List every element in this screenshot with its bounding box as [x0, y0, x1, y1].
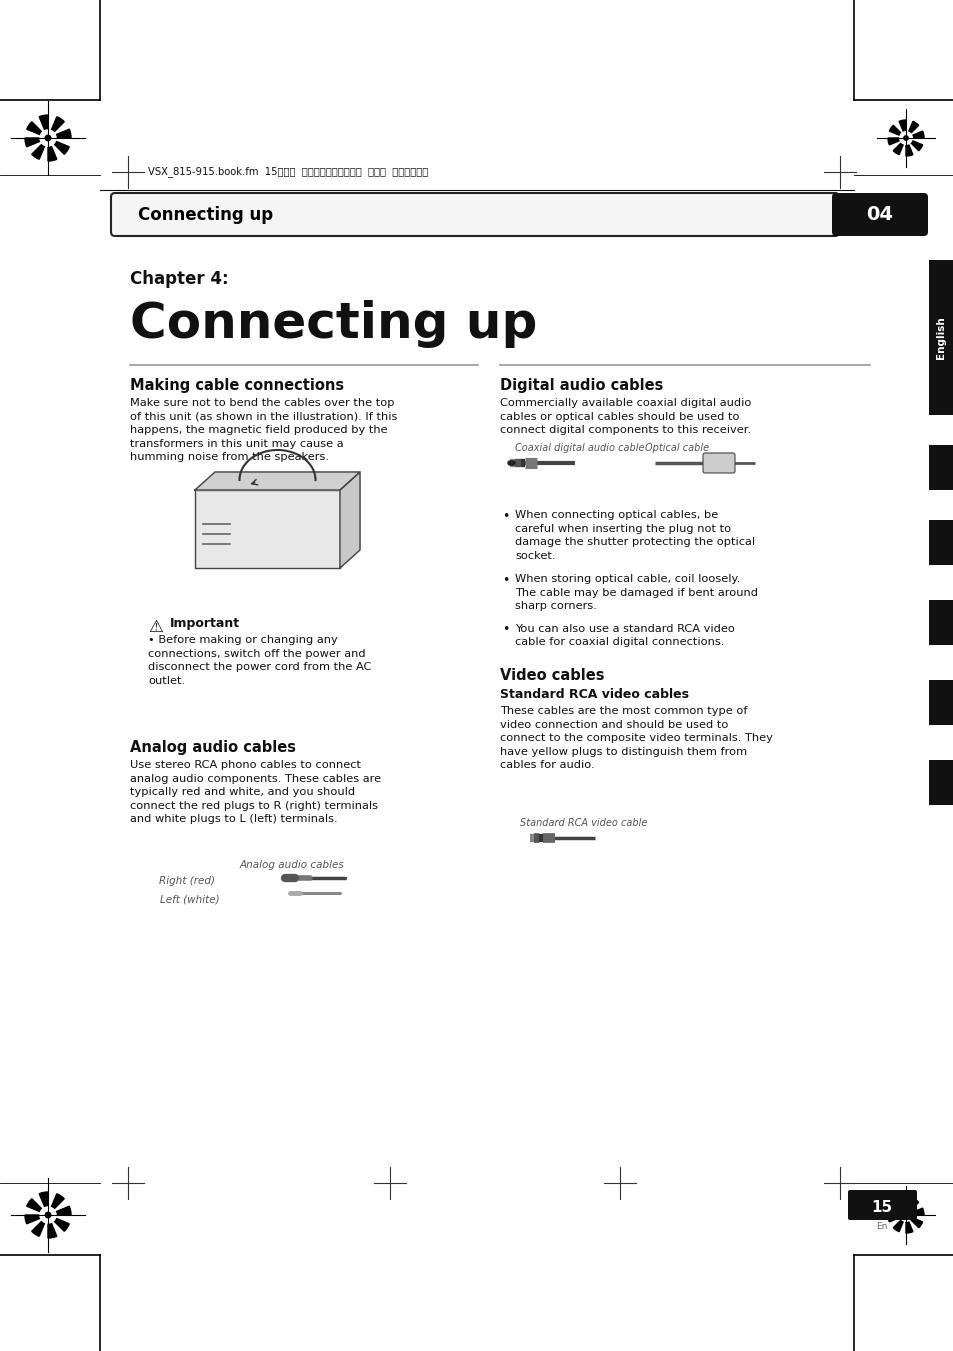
Wedge shape: [25, 138, 48, 147]
Wedge shape: [39, 115, 48, 138]
Polygon shape: [194, 471, 359, 490]
Wedge shape: [39, 1192, 48, 1215]
Wedge shape: [905, 122, 918, 138]
Text: En: En: [876, 1223, 886, 1231]
Wedge shape: [27, 1198, 48, 1215]
Text: Making cable connections: Making cable connections: [130, 378, 344, 393]
Circle shape: [45, 135, 51, 141]
Text: ⚠: ⚠: [148, 617, 163, 636]
Text: VSX_815-915.book.fm  15ページ  ２００４年１２月８日  水曜日  午後４時３分: VSX_815-915.book.fm 15ページ ２００４年１２月８日 水曜日…: [148, 166, 428, 177]
Wedge shape: [48, 1194, 64, 1215]
Wedge shape: [27, 122, 48, 138]
Wedge shape: [905, 1215, 922, 1228]
Text: Make sure not to bend the cables over the top
of this unit (as shown in the illu: Make sure not to bend the cables over th…: [130, 399, 397, 462]
FancyBboxPatch shape: [847, 1190, 916, 1220]
Wedge shape: [888, 1202, 905, 1215]
Wedge shape: [48, 138, 57, 161]
Text: Right (red): Right (red): [159, 875, 214, 886]
Text: • Before making or changing any
connections, switch off the power and
disconnect: • Before making or changing any connecti…: [148, 635, 371, 686]
Circle shape: [902, 136, 907, 141]
Wedge shape: [898, 1197, 905, 1215]
Text: Video cables: Video cables: [499, 667, 604, 684]
Text: Connecting up: Connecting up: [130, 300, 537, 349]
Text: Standard RCA video cable: Standard RCA video cable: [519, 817, 647, 828]
Wedge shape: [892, 1215, 905, 1232]
Bar: [928, 444, 953, 490]
Wedge shape: [48, 1215, 70, 1231]
FancyBboxPatch shape: [194, 490, 339, 567]
Wedge shape: [888, 126, 905, 138]
Wedge shape: [48, 138, 70, 154]
Text: Analog audio cables: Analog audio cables: [240, 861, 344, 870]
Circle shape: [40, 130, 56, 146]
Circle shape: [899, 131, 911, 145]
Text: You can also use a standard RCA video
cable for coaxial digital connections.: You can also use a standard RCA video ca…: [515, 624, 734, 647]
Polygon shape: [339, 471, 359, 567]
Bar: [928, 259, 953, 415]
Circle shape: [40, 1206, 56, 1223]
Text: Commercially available coaxial digital audio
cables or optical cables should be : Commercially available coaxial digital a…: [499, 399, 751, 435]
Wedge shape: [48, 1215, 57, 1238]
Text: Analog audio cables: Analog audio cables: [130, 740, 295, 755]
Wedge shape: [905, 131, 923, 138]
Wedge shape: [905, 138, 922, 151]
Circle shape: [899, 1209, 911, 1221]
Wedge shape: [905, 138, 912, 155]
Wedge shape: [48, 1206, 71, 1215]
Text: •: •: [501, 624, 509, 636]
Text: Coaxial digital audio cable: Coaxial digital audio cable: [515, 443, 644, 453]
Wedge shape: [25, 1215, 48, 1224]
FancyBboxPatch shape: [702, 453, 734, 473]
Wedge shape: [905, 1215, 912, 1233]
Text: 15: 15: [870, 1201, 892, 1216]
Text: 04: 04: [865, 205, 893, 224]
Bar: [928, 520, 953, 565]
FancyBboxPatch shape: [831, 193, 927, 236]
Bar: [928, 600, 953, 644]
Wedge shape: [48, 130, 71, 138]
Text: Chapter 4:: Chapter 4:: [130, 270, 229, 288]
Wedge shape: [887, 1215, 905, 1221]
Wedge shape: [887, 138, 905, 145]
Text: Use stereo RCA phono cables to connect
analog audio components. These cables are: Use stereo RCA phono cables to connect a…: [130, 761, 381, 824]
Circle shape: [45, 1212, 51, 1217]
Bar: [928, 680, 953, 725]
Text: Connecting up: Connecting up: [138, 205, 273, 223]
FancyBboxPatch shape: [111, 193, 838, 236]
Text: Optical cable: Optical cable: [644, 443, 708, 453]
Text: •: •: [501, 509, 509, 523]
Circle shape: [902, 1213, 907, 1217]
Text: Standard RCA video cables: Standard RCA video cables: [499, 688, 688, 701]
Wedge shape: [892, 138, 905, 154]
Text: Important: Important: [170, 617, 240, 630]
Wedge shape: [905, 1198, 918, 1215]
Text: Left (white): Left (white): [160, 894, 220, 905]
Text: Digital audio cables: Digital audio cables: [499, 378, 662, 393]
Text: These cables are the most common type of
video connection and should be used to
: These cables are the most common type of…: [499, 707, 772, 770]
Text: When storing optical cable, coil loosely.
The cable may be damaged if bent aroun: When storing optical cable, coil loosely…: [515, 574, 758, 611]
Text: •: •: [501, 574, 509, 586]
Text: English: English: [935, 316, 945, 359]
Wedge shape: [48, 116, 64, 138]
Text: When connecting optical cables, be
careful when inserting the plug not to
damage: When connecting optical cables, be caref…: [515, 509, 755, 561]
Wedge shape: [898, 120, 905, 138]
Wedge shape: [31, 138, 48, 159]
Wedge shape: [31, 1215, 48, 1236]
Wedge shape: [905, 1208, 923, 1215]
Bar: [928, 761, 953, 805]
